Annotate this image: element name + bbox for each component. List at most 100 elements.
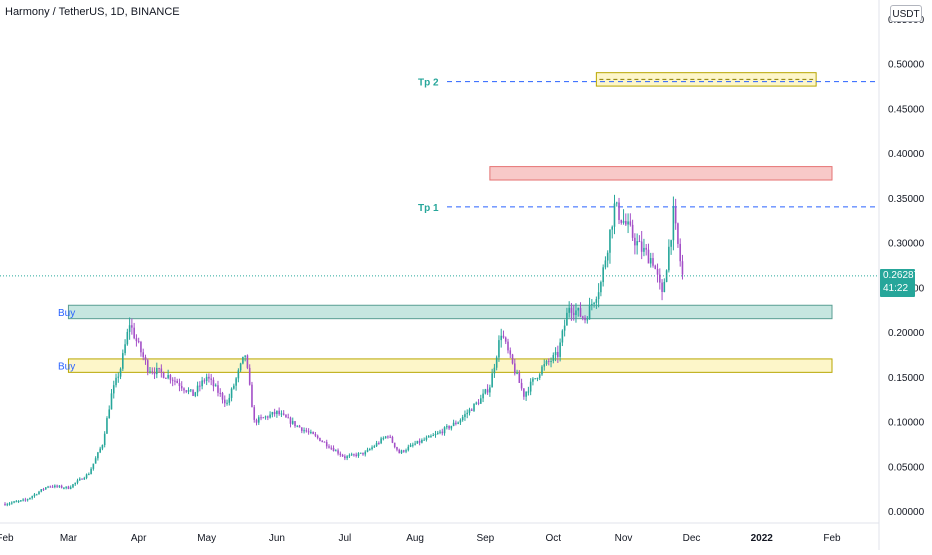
candle-body: [214, 385, 217, 387]
candle-body: [566, 312, 568, 326]
buy-label-lower: Buy: [58, 362, 75, 373]
x-tick-label: Jun: [269, 533, 285, 544]
y-tick-label: 0.05000: [888, 462, 925, 473]
candle-body: [140, 342, 142, 353]
y-tick-label: 0.40000: [888, 149, 925, 160]
candle-body: [425, 437, 428, 440]
candle-body: [257, 417, 260, 423]
candle-body: [575, 310, 577, 316]
candle-body: [242, 356, 244, 364]
candle-body: [162, 372, 165, 378]
x-tick-label: 2022: [751, 533, 774, 544]
candle-body: [321, 441, 324, 443]
candle-body: [178, 382, 181, 387]
candle-body: [400, 450, 403, 454]
candle-body: [99, 448, 101, 453]
candle-body: [33, 494, 36, 497]
candle-body: [568, 307, 570, 313]
candle-body: [518, 372, 521, 383]
candle-body: [54, 485, 56, 488]
x-tick-label: Nov: [615, 533, 633, 544]
candle-body: [49, 486, 52, 488]
candle-body: [659, 274, 661, 283]
candle-body: [124, 344, 126, 354]
candle-body: [593, 302, 595, 305]
candle-body: [205, 376, 208, 381]
x-tick-label: Feb: [823, 533, 841, 544]
x-tick-label: Dec: [683, 533, 701, 544]
candle-body: [13, 501, 15, 503]
candle-body: [29, 497, 31, 500]
candle-body: [15, 501, 18, 503]
candle-body: [287, 417, 290, 419]
candle-body: [203, 380, 206, 382]
y-tick-label: 0.15000: [888, 373, 925, 384]
candle-body: [543, 364, 546, 367]
candle-body: [554, 351, 557, 356]
last-price-tag: 0.26287 41:22: [880, 269, 919, 297]
candle-body: [489, 387, 491, 393]
candle-body: [47, 486, 49, 488]
candle-body: [235, 378, 237, 386]
candle-body: [679, 243, 681, 262]
candle-body: [294, 421, 296, 427]
candle-body: [464, 414, 466, 418]
candle-body: [502, 335, 505, 338]
candle-body: [296, 425, 299, 427]
candle-body: [44, 487, 47, 490]
candle-body: [262, 417, 265, 419]
candle-body: [230, 388, 233, 398]
candle-body: [69, 487, 72, 489]
candle-body: [457, 422, 459, 424]
y-tick-label: 0.45000: [888, 104, 925, 115]
candle-body: [364, 451, 367, 455]
candle-body: [149, 371, 151, 373]
candle-body: [122, 353, 124, 369]
candle-body: [51, 486, 54, 488]
candle-body: [677, 223, 679, 244]
candle-body: [368, 449, 371, 451]
candle-body: [38, 491, 40, 495]
candle-body: [128, 325, 131, 332]
candle-body: [611, 226, 614, 230]
candle-body: [108, 409, 111, 419]
x-tick-label: Mar: [60, 533, 78, 544]
candle-body: [570, 307, 573, 313]
candle-body: [434, 434, 437, 436]
candle-body: [602, 267, 604, 283]
candle-body: [325, 442, 328, 447]
candle-body: [513, 363, 516, 374]
candle-body: [194, 392, 197, 397]
candle-body: [468, 409, 471, 413]
candle-body: [373, 446, 376, 448]
candle-body: [606, 252, 609, 261]
candle-body: [40, 489, 43, 492]
candle-body: [126, 331, 129, 345]
candle-body: [545, 360, 548, 365]
candle-body: [597, 292, 600, 300]
candle-body: [371, 447, 373, 450]
y-tick-label: 0.00000: [888, 507, 925, 518]
candle-body: [432, 435, 435, 437]
candle-body: [416, 440, 419, 444]
candle-body: [638, 241, 641, 243]
candle-body: [298, 425, 301, 428]
candle-body: [90, 468, 92, 475]
currency-badge[interactable]: USDT: [890, 5, 922, 22]
candle-body: [375, 443, 378, 447]
candle-body: [35, 494, 38, 496]
candle-body: [595, 299, 598, 303]
candle-body: [76, 480, 79, 483]
candle-body: [65, 486, 67, 488]
candle-body: [112, 385, 115, 394]
candle-body: [285, 414, 287, 418]
candle-body: [273, 412, 276, 415]
candle-body: [389, 436, 391, 438]
candle-body: [366, 449, 369, 452]
candle-body: [269, 414, 271, 418]
candle-body: [42, 489, 45, 491]
y-tick-label: 0.50000: [888, 60, 925, 71]
candle-body: [378, 443, 380, 445]
